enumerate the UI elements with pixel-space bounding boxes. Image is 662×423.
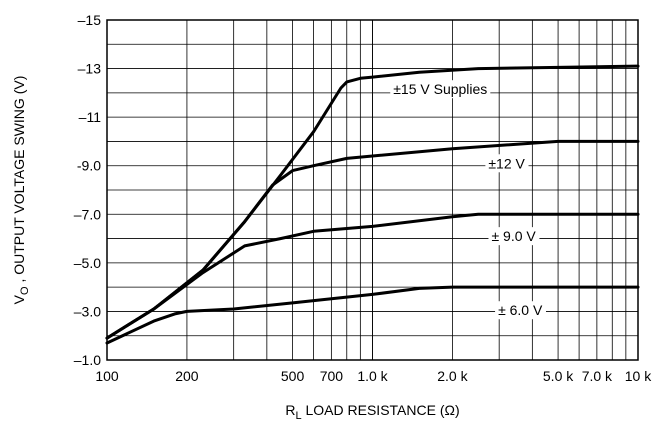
x-axis-label-suffix: LOAD RESISTANCE (Ω) — [302, 402, 460, 418]
grid — [106, 19, 639, 361]
y-tick-label: –1.0 — [74, 352, 101, 368]
series-line — [105, 285, 640, 345]
x-tick-label: 700 — [320, 368, 344, 384]
y-tick-label: –11 — [79, 109, 102, 125]
curve-label: ± 9.0 V — [491, 228, 536, 244]
y-axis-label: VO , OUTPUT VOLTAGE SWING (V) — [11, 76, 31, 305]
x-tick-label: 7.0 k — [582, 368, 613, 384]
annotations: ±15 V Supplies ±12 V ± 9.0 V ± 6.0 V — [390, 80, 546, 320]
x-axis-label-prefix: R — [285, 402, 295, 418]
x-tick-label: 10 k — [625, 368, 652, 384]
y-tick-label: –13 — [78, 61, 102, 77]
y-axis-label-prefix: V — [11, 294, 27, 304]
curve-label-bg — [485, 154, 529, 173]
x-axis-label: RL LOAD RESISTANCE (Ω) — [285, 402, 459, 422]
x-tick-label: 500 — [281, 368, 305, 384]
curve-label-bg — [390, 80, 491, 99]
curve-label: ± 6.0 V — [498, 302, 543, 318]
y-tick-label: –15 — [78, 12, 102, 28]
curve-label: ±15 V Supplies — [393, 81, 487, 97]
plot-frame — [106, 19, 639, 361]
y-axis-label-sub: O — [19, 286, 31, 295]
x-tick-labels: 100 200 500 700 1.0 k 2.0 k 5.0 k 7.0 k 10 k — [95, 368, 652, 384]
y-tick-label: –7.0 — [74, 206, 101, 222]
series-line — [105, 212, 640, 340]
y-tick-label: –3.0 — [74, 303, 101, 319]
series-line — [105, 139, 640, 340]
x-tick-label: 200 — [175, 368, 199, 384]
y-tick-label: -9.0 — [77, 158, 101, 174]
curve-label-bg — [495, 301, 546, 320]
y-tick-labels: –15 –13 –11 -9.0 –7.0 –5.0 –3.0 –1.0 — [74, 12, 101, 368]
x-tick-label: 5.0 k — [543, 368, 574, 384]
series-group — [105, 64, 640, 345]
x-axis-label-sub: L — [295, 410, 301, 422]
x-tick-label: 1.0 k — [357, 368, 388, 384]
x-tick-label: 100 — [95, 368, 119, 384]
y-tick-label: –5.0 — [74, 255, 101, 271]
curve-label: ±12 V — [488, 155, 525, 171]
x-tick-label: 2.0 k — [437, 368, 468, 384]
y-axis-label-suffix: , OUTPUT VOLTAGE SWING (V) — [11, 76, 27, 287]
curve-label-bg — [488, 227, 540, 246]
